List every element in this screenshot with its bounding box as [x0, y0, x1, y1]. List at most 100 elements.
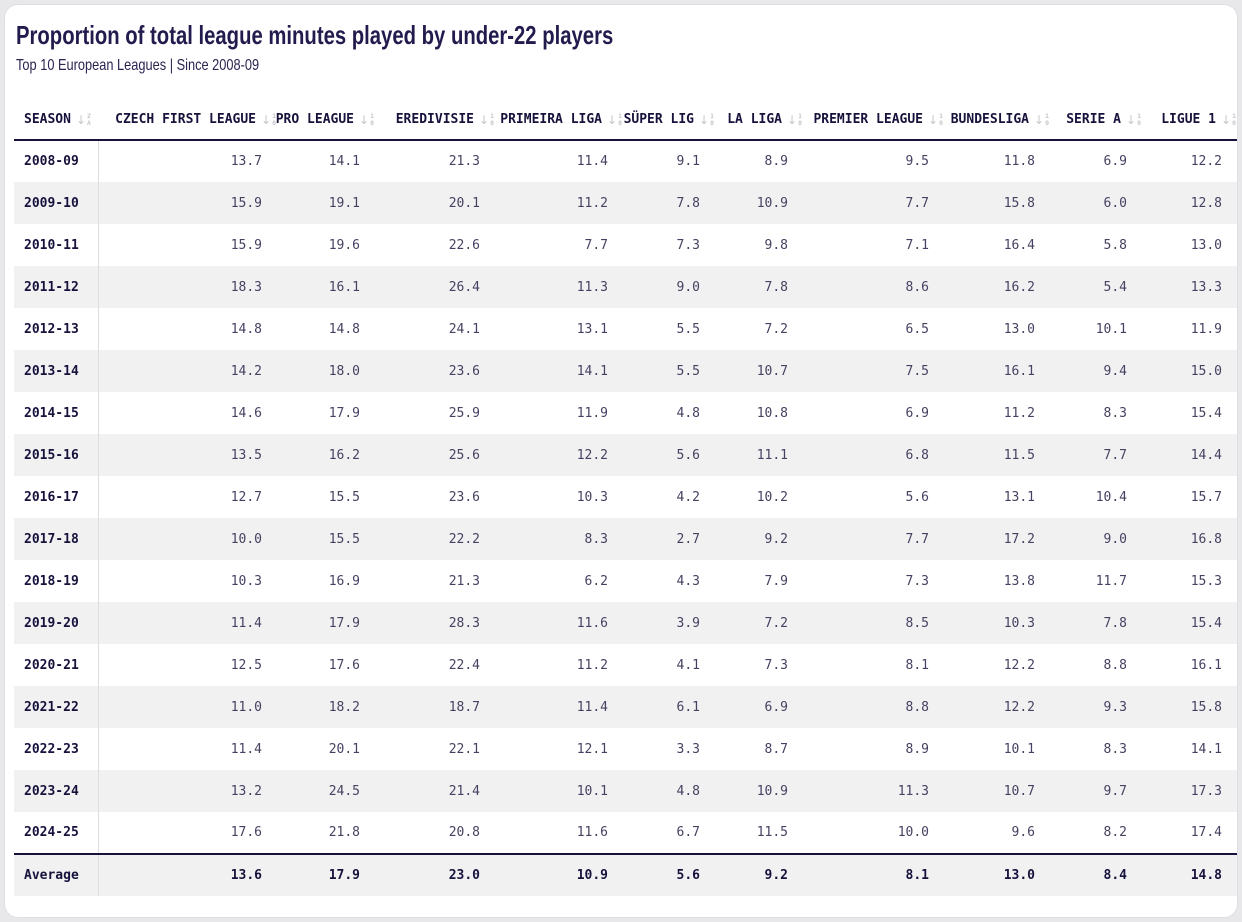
- value-cell: 11.2: [576, 195, 608, 211]
- table-row: 2016-17 12.7 15.5 23.6 10.3 4.2 10.2 5.6 13.1 10.…: [14, 476, 1237, 519]
- value-cell: 15.0: [1190, 363, 1222, 379]
- value-cell: 19.1: [328, 195, 360, 211]
- column-header-czech-first-league[interactable]: CZECH FIRST LEAGUE ↓ 1 0: [98, 100, 278, 142]
- sort-numeric-icon[interactable]: ↓ 1 0: [359, 112, 374, 127]
- column-header-eredivisie[interactable]: EREDIVISIE ↓ 1 0: [376, 100, 496, 142]
- value-cell: 16.2: [1003, 279, 1035, 295]
- value-cell: 10.0: [897, 825, 929, 841]
- sort-bottom-glyph: 0: [939, 118, 943, 127]
- sort-top-glyph: 1: [798, 111, 802, 120]
- sort-arrow: ↓: [261, 112, 272, 127]
- value-cell: 12.2: [1003, 657, 1035, 673]
- table-row: 2023-24 13.2 24.5 21.4 10.1 4.8 10.9 11.3 10.7 9.…: [14, 770, 1237, 813]
- value-cell: 16.2: [328, 447, 360, 463]
- value-cell: 17.3: [1190, 783, 1222, 799]
- column-header-serie-a[interactable]: SERIE A ↓ 1 0: [1051, 100, 1143, 142]
- season-cell: 2010-11: [14, 224, 99, 267]
- column-header-ligue-1[interactable]: LIGUE 1 ↓ 1 0: [1143, 100, 1237, 142]
- value-cell: 9.7: [1103, 783, 1127, 799]
- value-cell: 14.1: [576, 363, 608, 379]
- column-header-s-per-lig[interactable]: SÜPER LIG ↓ 1 0: [624, 100, 716, 142]
- table-row: 2009-10 15.9 19.1 20.1 11.2 7.8 10.9 7.7 15.8 6.0…: [14, 182, 1237, 225]
- value-cell: 6.9: [764, 699, 788, 715]
- column-header-label: LIGUE 1: [1161, 112, 1217, 128]
- value-cell: 8.8: [1103, 657, 1127, 673]
- value-cell: 19.6: [328, 237, 360, 253]
- season-cell: 2018-19: [14, 560, 99, 603]
- column-header-la-liga[interactable]: LA LIGA ↓ 1 0: [716, 100, 804, 142]
- value-cell: 4.3: [676, 573, 700, 589]
- season-cell: 2019-20: [14, 602, 99, 645]
- value-cell: 8.6: [905, 279, 929, 295]
- table-row: 2013-14 14.2 18.0 23.6 14.1 5.5 10.7 7.5 16.1 9.4…: [14, 350, 1237, 393]
- value-cell: 9.1: [676, 154, 700, 170]
- column-header-label: LA LIGA: [727, 112, 783, 128]
- value-cell: 15.3: [1190, 573, 1222, 589]
- sort-top-glyph: 1: [939, 111, 943, 120]
- value-cell: 14.1: [328, 154, 360, 170]
- season-cell: 2017-18: [14, 518, 99, 561]
- column-header-bundesliga[interactable]: BUNDESLIGA ↓ 1 0: [945, 100, 1051, 142]
- sort-bottom-glyph: 0: [370, 118, 374, 127]
- sort-numeric-icon[interactable]: ↓ 1 0: [699, 112, 714, 127]
- value-cell: 5.4: [1103, 279, 1127, 295]
- season-cell: 2020-21: [14, 644, 99, 687]
- value-cell: 10.4: [1095, 489, 1127, 505]
- value-cell: 8.5: [905, 615, 929, 631]
- value-cell: 5.6: [676, 447, 700, 463]
- value-cell: 8.2: [1103, 825, 1127, 841]
- value-cell: 9.5: [905, 154, 929, 170]
- value-cell: 7.3: [676, 237, 700, 253]
- average-row-label: Average: [14, 853, 99, 897]
- season-cell: 2011-12: [14, 266, 99, 309]
- sort-numeric-icon[interactable]: ↓ 1 0: [261, 112, 276, 127]
- value-cell: 5.5: [676, 363, 700, 379]
- value-cell: 11.5: [756, 825, 788, 841]
- value-cell: 14.2: [230, 363, 262, 379]
- sort-arrow: ↓: [928, 112, 939, 127]
- value-cell: 2.7: [676, 531, 700, 547]
- value-cell: 12.2: [576, 447, 608, 463]
- table-row: 2010-11 15.9 19.6 22.6 7.7 7.3 9.8 7.1 16.4 5.8 13…: [14, 224, 1237, 267]
- value-cell: 23.6: [448, 489, 480, 505]
- value-cell: 6.7: [676, 825, 700, 841]
- value-cell: 7.1: [905, 237, 929, 253]
- sort-numeric-icon[interactable]: ↓ 1 0: [928, 111, 943, 127]
- value-cell: 8.3: [584, 531, 608, 547]
- value-cell: 4.1: [676, 657, 700, 673]
- value-cell: 7.8: [764, 279, 788, 295]
- value-cell: 11.2: [576, 657, 608, 673]
- value-cell: 11.6: [576, 615, 608, 631]
- season-cell: 2016-17: [14, 476, 99, 519]
- value-cell: 13.5: [230, 447, 262, 463]
- value-cell: 13.8: [1003, 573, 1035, 589]
- value-cell: 20.1: [448, 195, 480, 211]
- season-cell: 2021-22: [14, 686, 99, 729]
- value-cell: 9.2: [764, 531, 788, 547]
- column-header-premier-league[interactable]: PREMIER LEAGUE ↓ 1 0: [804, 100, 945, 142]
- value-cell: 13.7: [230, 154, 262, 170]
- sort-numeric-icon[interactable]: ↓ 1 0: [1034, 112, 1049, 127]
- value-cell: 5.8: [1103, 237, 1127, 253]
- value-cell: 25.6: [448, 447, 480, 463]
- sort-numeric-icon[interactable]: ↓ 1 0: [479, 112, 494, 127]
- sort-alphabetical-icon[interactable]: ↓ Z A: [76, 112, 91, 127]
- sort-numeric-icon[interactable]: ↓ 1 0: [1221, 112, 1236, 127]
- column-header-primeira-liga[interactable]: PRIMEIRA LIGA ↓ 1 0: [496, 100, 624, 142]
- season-cell: 2023-24: [14, 770, 99, 813]
- sort-bottom-glyph: 0: [490, 118, 494, 127]
- sort-bottom-glyph: 0: [1232, 118, 1236, 127]
- value-cell: 6.2: [584, 573, 608, 589]
- value-cell: 17.9: [328, 615, 360, 631]
- value-cell: 16.1: [1190, 657, 1222, 673]
- sort-numeric-icon[interactable]: ↓ 1 0: [1126, 112, 1141, 127]
- column-header-season[interactable]: SEASON ↓ Z A: [14, 100, 98, 142]
- season-cell: 2008-09: [14, 140, 99, 183]
- sort-numeric-icon[interactable]: ↓ 1 0: [787, 111, 802, 127]
- sort-bottom-glyph: A: [87, 118, 91, 127]
- column-header-pro-league[interactable]: PRO LEAGUE ↓ 1 0: [276, 100, 376, 142]
- sort-arrow: ↓: [1034, 112, 1045, 127]
- table-row: 2012-13 14.8 14.8 24.1 13.1 5.5 7.2 6.5 13.0 10.1…: [14, 308, 1237, 351]
- value-cell: 7.8: [676, 195, 700, 211]
- sort-numeric-icon[interactable]: ↓ 1 0: [607, 112, 622, 127]
